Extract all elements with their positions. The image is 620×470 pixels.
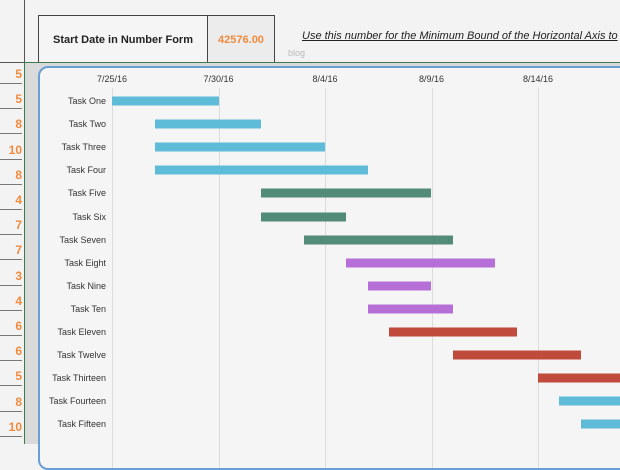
task-bar[interactable]: [452, 350, 581, 360]
x-tick-label: 8/9/16: [418, 74, 445, 84]
task-label: Task Nine: [66, 280, 106, 291]
row-duration-cell[interactable]: 3: [0, 261, 22, 286]
row-duration-cell[interactable]: 6: [0, 311, 22, 336]
task-label: Task Fifteen: [57, 419, 106, 430]
task-bar[interactable]: [154, 165, 368, 175]
x-tick-label: 7/25/16: [96, 74, 128, 84]
task-label: Task Four: [66, 165, 106, 176]
selection-border-top: [24, 62, 620, 63]
task-bar[interactable]: [303, 235, 453, 245]
gridline: [218, 88, 220, 468]
row-duration-cell[interactable]: 6: [0, 336, 22, 362]
task-label: Task Five: [67, 188, 106, 199]
task-bar[interactable]: [538, 373, 620, 383]
gridline: [538, 88, 539, 468]
task-label: Task Thirteen: [52, 373, 106, 384]
gridline: [112, 88, 113, 468]
gridline: [431, 88, 433, 468]
x-tick-label: 8/4/16: [312, 74, 338, 84]
row-duration-cell[interactable]: 4: [0, 286, 22, 311]
task-label: Task Two: [68, 119, 106, 130]
task-bar[interactable]: [388, 327, 517, 337]
gantt-chart[interactable]: 7/25/16 7/30/16 8/4/16 8/9/16 8/14/16 Task On…: [38, 66, 620, 470]
task-label: Task Seven: [59, 234, 106, 245]
row-duration-cell[interactable]: 8: [0, 109, 22, 135]
selection-border-left: [24, 62, 25, 444]
task-label: Task One: [67, 96, 106, 106]
row-duration-cell[interactable]: 8: [0, 160, 22, 185]
row-duration-cell[interactable]: 8: [0, 387, 22, 412]
axis-instruction-note: Use this number for the Minimum Bound of…: [302, 30, 618, 42]
row-duration-cell[interactable]: 10: [0, 135, 22, 160]
task-bar[interactable]: [154, 119, 262, 129]
row-duration-cell[interactable]: 5: [0, 59, 22, 84]
top-left-cell[interactable]: [0, 15, 24, 63]
row-duration-cell[interactable]: 5: [0, 361, 22, 387]
task-bar[interactable]: [580, 419, 620, 429]
row-duration-cell[interactable]: 10: [0, 412, 22, 437]
gridline: [325, 88, 326, 468]
task-bar[interactable]: [154, 142, 325, 152]
task-bar[interactable]: [559, 396, 620, 406]
row-duration-cell[interactable]: 4: [0, 185, 22, 210]
task-bar[interactable]: [112, 96, 219, 106]
task-label: Task Ten: [70, 303, 106, 314]
task-label: Task Eight: [64, 257, 106, 268]
task-label: Task Three: [61, 142, 106, 153]
task-bar[interactable]: [367, 304, 453, 314]
row-duration-cell[interactable]: 7: [0, 235, 22, 261]
x-tick-label: 8/14/16: [522, 74, 554, 84]
start-date-value-cell[interactable]: 42576.00: [207, 15, 275, 63]
task-bar[interactable]: [261, 188, 432, 198]
row-duration-cell[interactable]: 5: [0, 84, 22, 110]
x-tick-label: 7/30/16: [203, 74, 234, 84]
task-bar[interactable]: [261, 212, 347, 221]
task-label: Task Fourteen: [48, 396, 106, 407]
task-label: Task Eleven: [57, 327, 106, 337]
task-bar[interactable]: [346, 258, 496, 268]
task-label: Task Twelve: [57, 350, 106, 361]
task-bar[interactable]: [367, 281, 432, 291]
row-duration-cell[interactable]: 7: [0, 210, 22, 236]
task-label: Task Six: [72, 211, 106, 222]
start-date-label-cell[interactable]: Start Date in Number Form: [38, 15, 208, 63]
watermark: blog: [288, 48, 306, 58]
